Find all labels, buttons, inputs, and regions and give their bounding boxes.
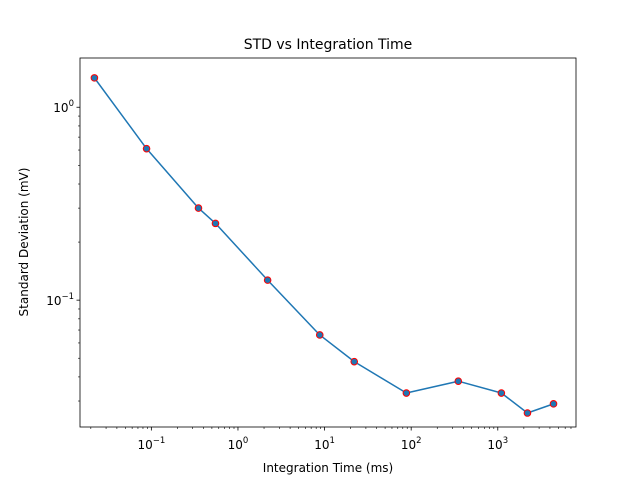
data-point — [350, 357, 359, 366]
data-point — [315, 331, 324, 339]
y-tick-label: 100 — [53, 99, 74, 115]
x-tick-label: 10−1 — [137, 436, 165, 452]
axes-frame — [79, 57, 577, 428]
data-point — [90, 74, 99, 82]
data-point — [211, 219, 220, 228]
data-point — [194, 204, 203, 212]
x-tick-label: 101 — [314, 436, 335, 452]
data-point — [549, 400, 558, 408]
x-tick-label: 100 — [228, 436, 249, 452]
y-axis-label: Standard Deviation (mV) — [17, 168, 31, 317]
y-tick-label: 10−1 — [46, 292, 74, 308]
series-line — [93, 76, 555, 414]
plot-area — [90, 74, 558, 417]
data-point — [454, 377, 463, 386]
x-tick-label: 103 — [487, 436, 508, 452]
chart-title: STD vs Integration Time — [244, 37, 413, 53]
x-axis-label: Integration Time (ms) — [263, 461, 393, 475]
data-point — [497, 389, 506, 397]
axes: 10−1 100 101 102 103 10−1 100 — [46, 57, 577, 452]
data-point — [523, 409, 532, 417]
data-point — [402, 389, 411, 397]
data-point — [142, 144, 151, 153]
x-tick-label: 102 — [401, 436, 422, 452]
data-point — [263, 276, 272, 284]
